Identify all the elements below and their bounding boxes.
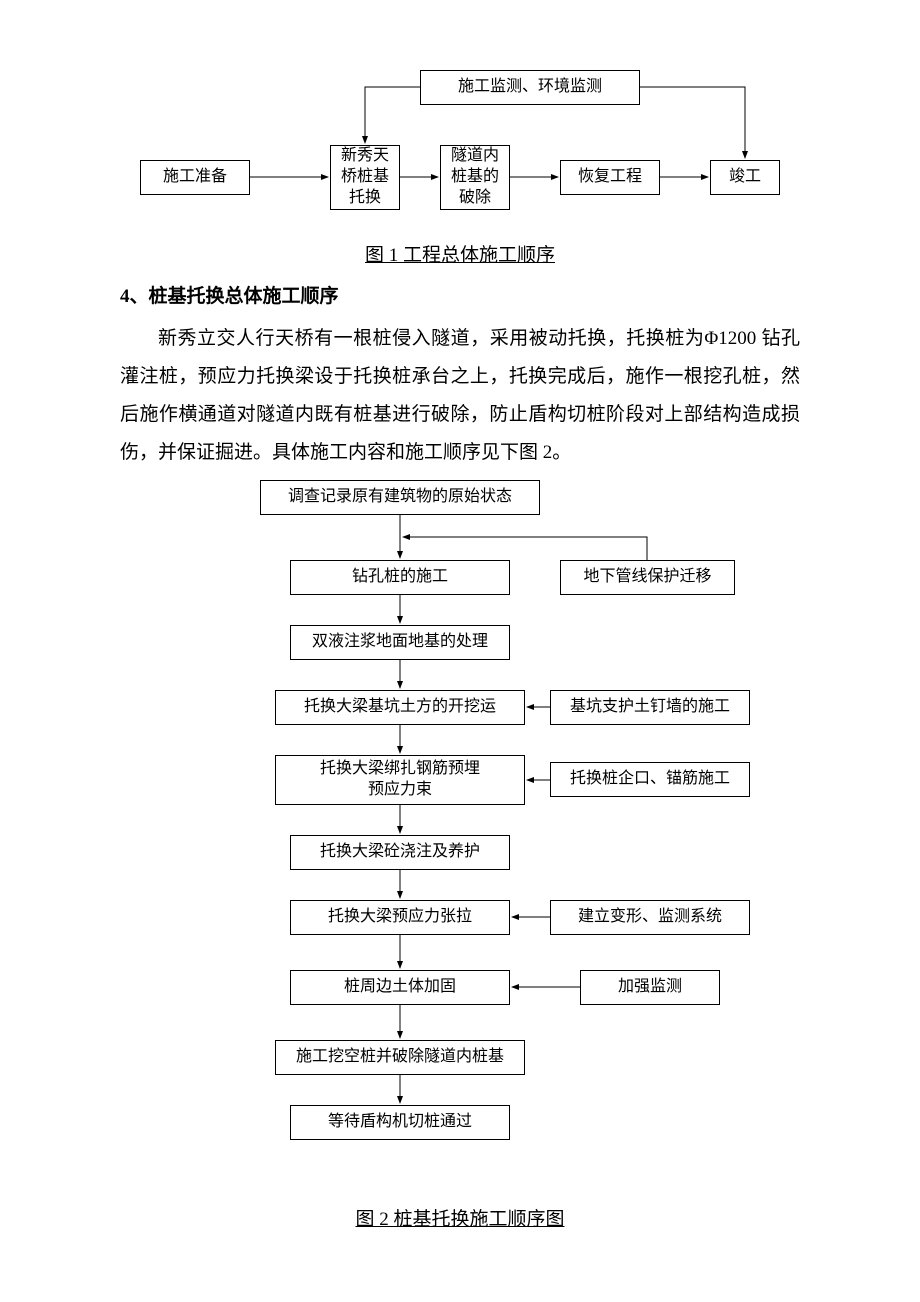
d1-node-replace: 新秀天 桥桩基 托换 [330, 145, 400, 210]
d2-n2: 钻孔桩的施工 [290, 560, 510, 595]
d2-n4: 托换大梁基坑土方的开挖运 [275, 690, 525, 725]
d2-s2: 基坑支护土钉墙的施工 [550, 690, 750, 725]
d2-n8: 桩周边土体加固 [290, 970, 510, 1005]
d2-n1: 调查记录原有建筑物的原始状态 [260, 480, 540, 515]
d1-node-cut: 隧道内 桩基的 破除 [440, 145, 510, 210]
d2-n6: 托换大梁砼浇注及养护 [290, 835, 510, 870]
page: 施工监测、环境监测 施工准备 新秀天 桥桩基 托换 隧道内 桩基的 破除 恢复工… [0, 0, 920, 1301]
d2-s5: 加强监测 [580, 970, 720, 1005]
d2-s1: 地下管线保护迁移 [560, 560, 735, 595]
section4-paragraph: 新秀立交人行天桥有一根桩侵入隧道，采用被动托换，托换桩为Φ1200 钻孔灌注桩，… [120, 320, 800, 472]
d2-n3: 双液注浆地面地基的处理 [290, 625, 510, 660]
d2-n5: 托换大梁绑扎钢筋预埋 预应力束 [275, 755, 525, 805]
d2-s3: 托换桩企口、锚筋施工 [550, 762, 750, 797]
diagram1-caption: 图 1 工程总体施工顺序 [120, 240, 800, 267]
d2-n9: 施工挖空桩并破除隧道内桩基 [275, 1040, 525, 1075]
diagram1-flowchart: 施工监测、环境监测 施工准备 新秀天 桥桩基 托换 隧道内 桩基的 破除 恢复工… [120, 70, 800, 230]
diagram2-flowchart: 调查记录原有建筑物的原始状态 钻孔桩的施工 双液注浆地面地基的处理 托换大梁基坑… [120, 480, 800, 1200]
diagram2-caption: 图 2 桩基托换施工顺序图 [120, 1204, 800, 1231]
d1-node-prep: 施工准备 [140, 160, 250, 195]
section4-heading: 4、桩基托换总体施工顺序 [120, 281, 800, 308]
d2-n7: 托换大梁预应力张拉 [290, 900, 510, 935]
d1-node-monitor: 施工监测、环境监测 [420, 70, 640, 105]
d2-s4: 建立变形、监测系统 [550, 900, 750, 935]
d2-n10: 等待盾构机切桩通过 [290, 1105, 510, 1140]
d1-node-done: 竣工 [710, 160, 780, 195]
d1-node-restore: 恢复工程 [560, 160, 660, 195]
